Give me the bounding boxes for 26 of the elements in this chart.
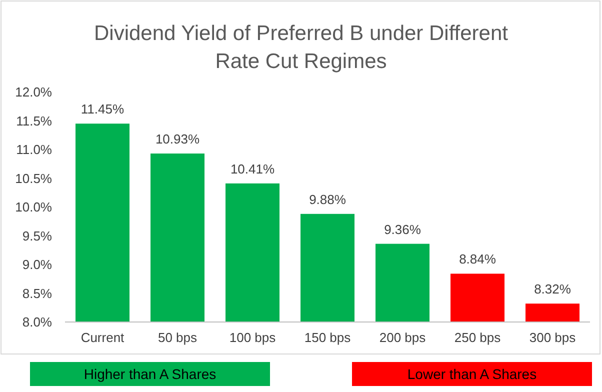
x-tick-label: 100 bps (229, 330, 276, 345)
data-label: 9.36% (384, 222, 422, 237)
x-tick-label: 250 bps (454, 330, 502, 345)
y-tick-label: 9.5% (22, 228, 52, 244)
text: Lower than A Shares (407, 366, 537, 382)
y-tick-label: 8.0% (22, 314, 52, 330)
y-tick-label: 9.0% (22, 257, 52, 272)
data-label: 8.84% (459, 252, 496, 267)
data-label: 9.88% (309, 192, 346, 207)
y-tick-label: 11.0% (16, 142, 52, 158)
y-tick-label: 11.5% (16, 113, 52, 128)
data-label: 8.32% (534, 282, 572, 297)
data-label: 10.93% (155, 132, 200, 147)
y-tick-label: 12.0% (15, 84, 52, 100)
chart-title: Dividend Yield of Preferred B under Different Rate Cut Regimes (94, 22, 508, 73)
x-tick-label: 150 bps (304, 330, 352, 345)
y-tick-label: 10.5% (15, 170, 52, 186)
y-tick-label: 8.5% (22, 286, 52, 301)
x-tick-label: 50 bps (158, 330, 198, 345)
data-label: 10.41% (230, 161, 275, 176)
x-tick-label: Current (80, 330, 125, 345)
x-tick-label: 300 bps (529, 330, 576, 345)
text: Higher than A Shares (84, 366, 216, 382)
data-label: 11.45% (80, 102, 124, 117)
x-tick-label: 200 bps (379, 330, 426, 345)
y-tick-label: 10.0% (15, 200, 52, 215)
